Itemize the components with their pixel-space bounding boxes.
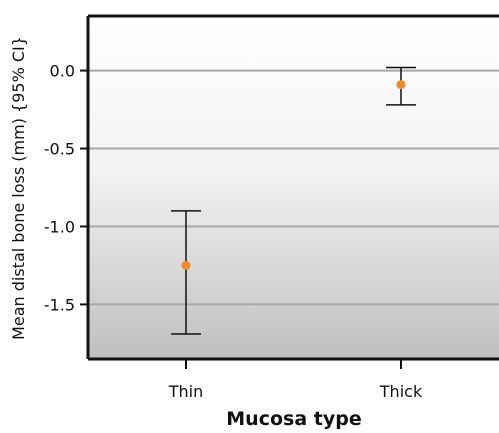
axes-layer [86, 14, 499, 361]
y-tick-label: 0.0 [50, 62, 75, 81]
y-tick-label: -0.5 [44, 140, 75, 159]
y-tick-label: -1.5 [44, 295, 75, 314]
marks-layer [171, 66, 416, 335]
plot-area [88, 16, 499, 359]
x-tick-label: Thin [168, 382, 204, 401]
x-tick-label: Thick [379, 382, 423, 401]
x-axis-title: Mucosa type [226, 408, 361, 430]
labels-layer: 0.0 -0.5 -1.0 -1.5 Thin Thick [44, 62, 423, 401]
y-tick-label: -1.0 [44, 217, 75, 236]
grid-layer [80, 69, 499, 306]
y-axis-title: Mean distal bone loss (mm) {95% CI} [9, 36, 28, 340]
mean-point [181, 260, 191, 270]
mean-point [396, 80, 406, 90]
